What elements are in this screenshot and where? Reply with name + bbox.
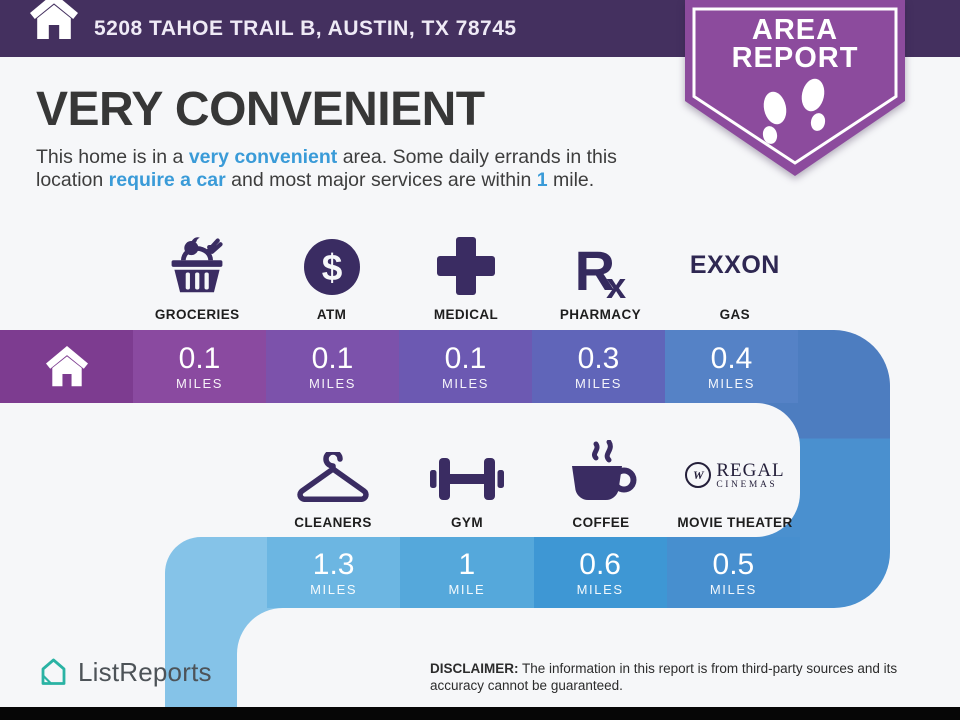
amenity-label: GAS bbox=[719, 307, 751, 322]
amenity-gym: GYM bbox=[400, 430, 534, 530]
amenity-atm: $ ATM bbox=[264, 222, 398, 322]
ribbon-left-bend bbox=[165, 537, 268, 608]
badge-line2: REPORT bbox=[732, 42, 859, 74]
dumbbell-icon bbox=[430, 430, 504, 504]
medical-cross-icon bbox=[436, 222, 496, 296]
distance-segment-cleaners: 1.3 MILES bbox=[267, 537, 401, 608]
amenity-groceries: GROCERIES bbox=[130, 222, 264, 322]
exxon-logo: EXXON bbox=[689, 251, 780, 279]
intro-text: and most major services are within bbox=[225, 168, 537, 191]
amenity-cleaners: CLEANERS bbox=[266, 430, 400, 530]
amenity-movie-theater: W REGAL CINEMAS MOVIE THEATER bbox=[668, 430, 802, 531]
distance-segment-gym: 1 MILE bbox=[400, 537, 534, 608]
distance-segment-gas: 0.4 MILES bbox=[665, 330, 798, 403]
area-report-badge: AREA REPORT bbox=[684, 0, 906, 187]
amenity-label: GROCERIES bbox=[154, 307, 240, 322]
intro-highlight-2: require a car bbox=[108, 168, 226, 191]
distance-segment-coffee: 0.6 MILES bbox=[533, 537, 667, 608]
amenity-label: ATM bbox=[316, 307, 347, 322]
home-icon bbox=[28, 0, 80, 54]
groceries-basket-icon bbox=[165, 222, 229, 296]
regal-monogram: W bbox=[685, 462, 712, 489]
inner-card-top bbox=[0, 403, 800, 537]
amenity-label: MEDICAL bbox=[433, 307, 499, 322]
distance-bar-2: 1.3 MILES 1 MILE 0.6 MILES 0.5 MILES bbox=[267, 537, 800, 608]
intro-text: This home is in a bbox=[36, 146, 189, 168]
dollar-circle-icon: $ bbox=[303, 222, 361, 296]
distance-segment-movie: 0.5 MILES bbox=[666, 537, 800, 608]
amenity-label: PHARMACY bbox=[559, 307, 642, 322]
distance-segment-pharmacy: 0.3 MILES bbox=[532, 330, 665, 403]
page-title: VERY CONVENIENT bbox=[36, 83, 485, 136]
home-icon bbox=[45, 345, 88, 386]
intro-highlight-3: 1 bbox=[536, 168, 548, 191]
intro-paragraph: This home is in a very convenient area. … bbox=[36, 146, 688, 191]
amenity-gas: EXXON GAS bbox=[668, 222, 802, 322]
bottom-black-bar bbox=[0, 707, 960, 720]
intro-text: mile. bbox=[547, 168, 595, 191]
intro-text: area. Some daily errands in this locatio… bbox=[36, 146, 617, 191]
badge-shape bbox=[685, 0, 905, 176]
distance-segment-groceries: 0.1 MILES bbox=[133, 330, 266, 403]
amenity-label: GYM bbox=[451, 515, 483, 530]
distance-bar-1: 0.1 MILES 0.1 MILES 0.1 MILES 0.3 MILES … bbox=[0, 330, 798, 403]
amenity-label: COFFEE bbox=[572, 515, 630, 530]
inner-card-bottom bbox=[237, 608, 960, 707]
distance-segment-atm: 0.1 MILES bbox=[266, 330, 399, 403]
footprints-icon bbox=[762, 78, 826, 144]
listreports-wordmark: ListReports bbox=[78, 656, 212, 687]
amenity-medical: MEDICAL bbox=[399, 222, 533, 322]
amenity-label: CLEANERS bbox=[294, 515, 372, 530]
intro-highlight-1: very convenient bbox=[188, 146, 338, 168]
distance-segment-medical: 0.1 MILES bbox=[399, 330, 532, 403]
amenity-row-2: CLEANERS GYM bbox=[266, 430, 802, 530]
hanger-icon bbox=[294, 430, 372, 504]
property-address: 5208 TAHOE TRAIL B, AUSTIN, TX 78745 bbox=[94, 17, 517, 40]
regal-cinemas-logo: W REGAL CINEMAS bbox=[685, 430, 784, 504]
amenity-label: MOVIE THEATER bbox=[677, 515, 793, 530]
svg-text:$: $ bbox=[321, 247, 342, 288]
ribbon-left-strip bbox=[165, 600, 237, 707]
amenity-coffee: COFFEE bbox=[534, 430, 668, 530]
listreports-logo: ListReports bbox=[38, 656, 212, 688]
coffee-cup-icon bbox=[565, 430, 637, 504]
listreports-house-icon bbox=[41, 658, 66, 685]
badge-line1: AREA bbox=[752, 14, 838, 46]
home-segment bbox=[0, 330, 133, 403]
disclaimer: DISCLAIMER: The information in this repo… bbox=[430, 661, 898, 693]
